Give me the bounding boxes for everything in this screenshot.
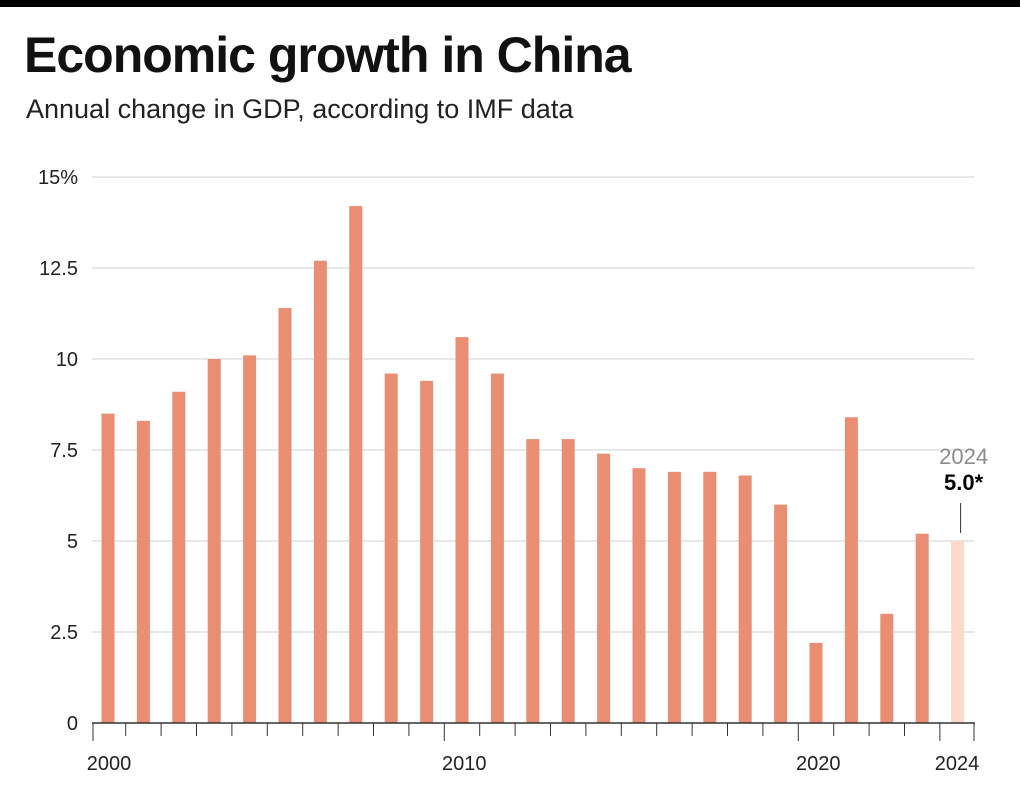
x-tick-label: 2010 [442,753,487,775]
x-axis [92,722,975,741]
bar-2016 [667,471,681,723]
bar-2014 [597,453,611,723]
bar-2020 [809,642,823,723]
bar-2022 [880,613,894,723]
bar-2018 [738,475,752,723]
bar-2006 [313,260,327,723]
bar-2001 [136,420,150,723]
bar-2019 [774,504,788,723]
top-rule [0,0,1020,7]
x-tick-label: 2020 [796,753,841,775]
x-axis-ticks: 2000 2010 2020 2024 [87,753,980,775]
y-tick-label: 15% [38,167,78,189]
bar-2013 [561,439,575,723]
annotation-2024: 2024 5.0* [939,444,988,533]
bar-2005 [278,308,292,723]
y-tick-label: 12.5 [39,258,78,280]
bar-2009 [420,380,434,723]
x-tick-label: 2024 [935,753,980,775]
y-tick-label: 2.5 [50,622,78,644]
y-tick-label: 0 [67,713,78,735]
x-tick-label: 2000 [87,753,132,775]
y-tick-label: 5 [67,531,78,553]
annotation-year-label: 2024 [939,444,988,469]
chart-subtitle: Annual change in GDP, according to IMF d… [26,94,574,124]
bar-2015 [632,468,646,723]
bar-2004 [243,355,257,723]
bar-2023 [915,533,929,723]
bar-2024 [951,541,965,723]
annotation-value-label: 5.0* [944,470,984,495]
bar-2008 [384,373,398,723]
bar-2007 [349,206,363,723]
bar-2003 [207,359,221,723]
bar-2012 [526,439,540,723]
y-tick-label: 7.5 [50,440,78,462]
bars [101,206,965,723]
bar-2021 [844,417,858,723]
y-tick-label: 10 [56,349,78,371]
y-axis-ticks: 0 2.5 5 7.5 10 12.5 15% [38,167,78,735]
bar-2011 [490,373,504,723]
chart-title: Economic growth in China [24,27,632,83]
bar-2000 [101,413,115,723]
bar-2002 [172,391,186,723]
bar-2017 [703,471,717,723]
bar-2010 [455,337,469,723]
